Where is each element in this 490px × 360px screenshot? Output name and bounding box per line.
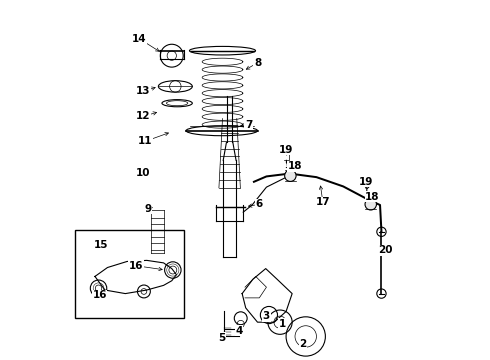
Text: 5: 5 [218, 333, 225, 343]
Text: 19: 19 [279, 145, 294, 155]
Text: 7: 7 [245, 120, 252, 130]
Text: 10: 10 [136, 168, 150, 178]
Bar [75, 230, 184, 318]
Text: 3: 3 [263, 311, 270, 321]
Text: 12: 12 [136, 111, 150, 121]
Text: 8: 8 [254, 58, 261, 68]
Circle shape [285, 170, 296, 181]
Text: 1: 1 [279, 319, 286, 329]
Circle shape [365, 199, 376, 210]
Text: 15: 15 [94, 240, 109, 250]
Text: 16: 16 [92, 290, 107, 300]
Text: 6: 6 [256, 199, 263, 209]
Text: 18: 18 [365, 192, 380, 202]
Text: 4: 4 [235, 326, 243, 336]
Text: 18: 18 [288, 161, 302, 171]
Text: 20: 20 [378, 246, 392, 255]
Text: 9: 9 [144, 203, 151, 213]
Text: 13: 13 [136, 86, 150, 96]
Text: 17: 17 [316, 197, 330, 207]
Text: 2: 2 [299, 339, 307, 348]
Text: 11: 11 [138, 136, 152, 147]
Text: 16: 16 [129, 261, 143, 271]
Text: 19: 19 [359, 177, 373, 187]
Text: 14: 14 [132, 34, 147, 44]
